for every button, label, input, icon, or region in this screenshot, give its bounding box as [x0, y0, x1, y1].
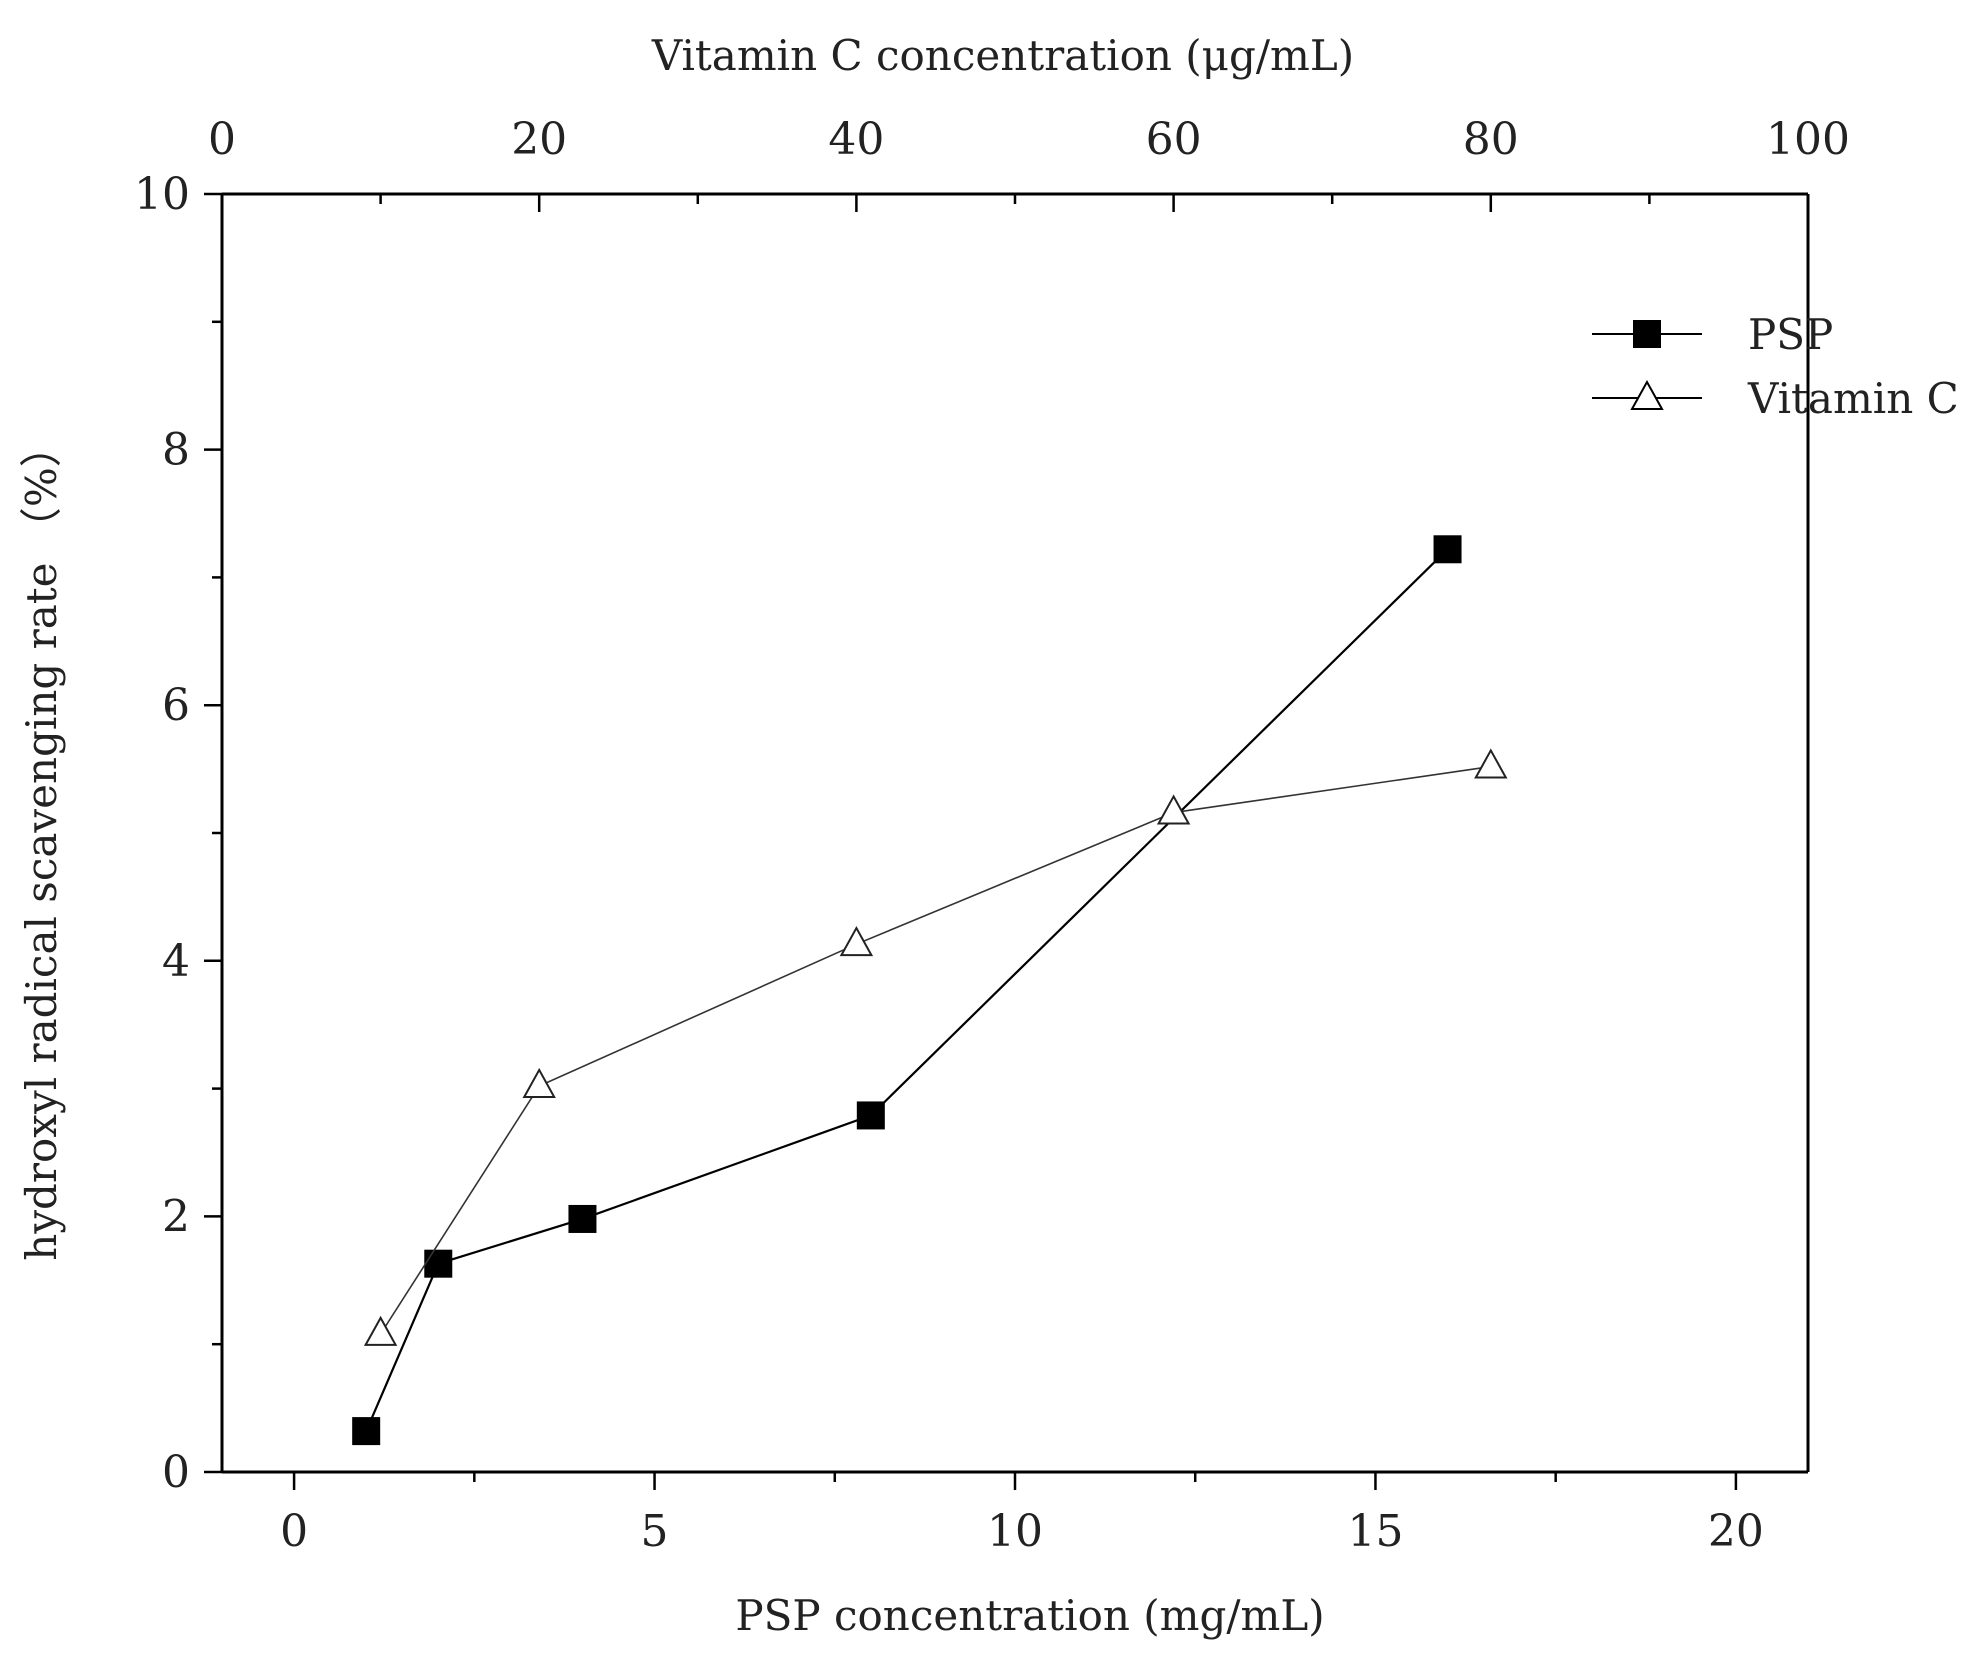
- x2-tick-label: 80: [1463, 114, 1519, 165]
- y-tick-label: 2: [162, 1191, 190, 1242]
- x2-tick-label: 100: [1766, 114, 1850, 165]
- y-tick-label: 4: [162, 936, 190, 987]
- legend-marker-vitamin-c: [1630, 379, 1664, 410]
- axis-ticks: [204, 192, 1810, 1490]
- y-tick-label: 10: [134, 169, 190, 220]
- legend-label-vitamin-c: Vitamin C: [1747, 374, 1959, 423]
- y-tick-label: 0: [162, 1447, 190, 1498]
- data-point-psp: [1433, 535, 1462, 564]
- series-layer: [352, 535, 1508, 1446]
- series-line-psp: [365, 548, 1449, 1432]
- axes-frame: [220, 192, 1810, 1474]
- data-point-psp: [568, 1204, 597, 1233]
- legend-label-psp: PSP: [1748, 310, 1833, 359]
- data-point-psp: [424, 1249, 453, 1278]
- legend: PSP Vitamin C: [1592, 310, 1959, 423]
- x2-tick-label: 20: [511, 114, 567, 165]
- tick-labels: 0 5 10 15 20 0 20 40 60 80 100 0 2 4 6 8 10: [134, 114, 1850, 1557]
- y-axis-title: hydroxyl radical scavenging rate （%）: [17, 425, 66, 1260]
- data-point-psp: [856, 1101, 885, 1130]
- legend-marker-psp: [1633, 320, 1661, 348]
- data-point-psp: [352, 1417, 381, 1446]
- x-tick-label: 20: [1708, 1506, 1764, 1557]
- data-point-vitamin-c: [363, 1315, 398, 1346]
- x2-axis-title: Vitamin C concentration (μg/mL): [651, 31, 1354, 80]
- y-tick-label: 6: [162, 680, 190, 731]
- x2-tick-label: 60: [1146, 114, 1202, 165]
- x-tick-label: 10: [987, 1506, 1043, 1557]
- x-tick-label: 15: [1347, 1506, 1403, 1557]
- data-point-vitamin-c: [522, 1067, 556, 1098]
- y-tick-label: 8: [162, 425, 190, 476]
- x2-tick-label: 40: [828, 114, 884, 165]
- data-point-vitamin-c: [1474, 748, 1508, 779]
- data-point-vitamin-c: [1156, 794, 1191, 825]
- x-tick-label: 5: [641, 1506, 669, 1557]
- x-axis-title: PSP concentration (mg/mL): [735, 1591, 1324, 1640]
- x-tick-label: 0: [280, 1506, 308, 1557]
- x2-tick-label: 0: [208, 114, 236, 165]
- data-point-vitamin-c: [839, 926, 874, 957]
